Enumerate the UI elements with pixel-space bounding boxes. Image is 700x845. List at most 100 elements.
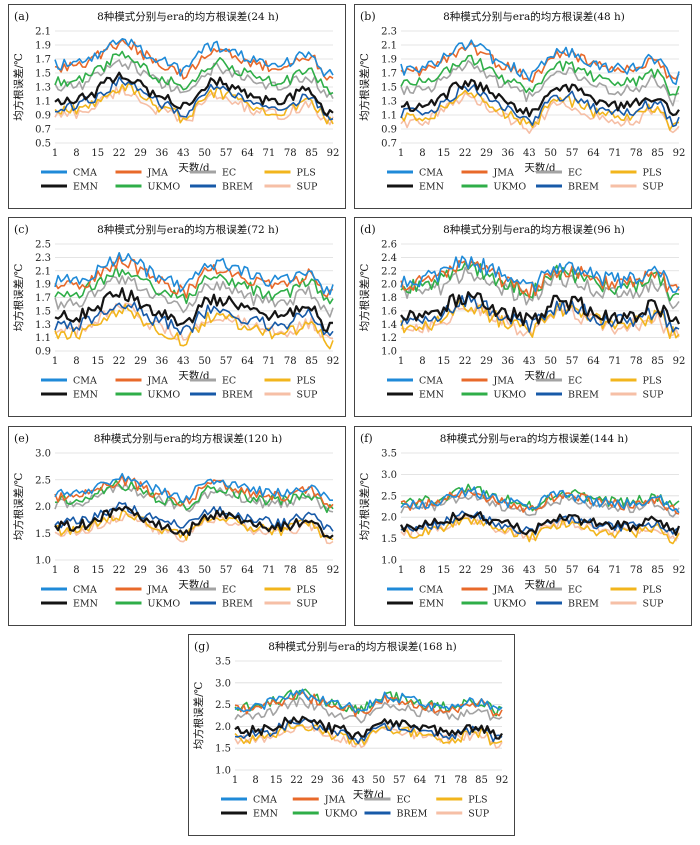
legend-label-brem: BREM: [222, 390, 253, 401]
legend-label-ukmo: UKMO: [325, 809, 358, 820]
x-tick-label: 71: [262, 565, 275, 576]
series-line-jma: [54, 474, 334, 509]
x-tick-label: 85: [651, 148, 664, 159]
y-tick-label: 1.6: [381, 306, 397, 317]
series-line-ec: [400, 59, 680, 107]
series-line-pls: [400, 517, 680, 545]
y-tick-label: 3.5: [381, 449, 397, 460]
series-line-ukmo: [400, 54, 680, 96]
legend-label-pls: PLS: [643, 585, 662, 596]
legend-label-cma: CMA: [73, 585, 97, 596]
legend-label-jma: JMA: [493, 168, 515, 179]
y-tick-label: 2.0: [215, 722, 231, 733]
legend-label-ec: EC: [222, 376, 236, 387]
panel-label: (g): [194, 640, 210, 653]
y-tick-label: 2.5: [35, 240, 51, 251]
x-tick-label: 50: [544, 148, 557, 159]
x-tick-label: 29: [134, 148, 147, 159]
x-tick-label: 29: [134, 356, 147, 367]
x-tick-label: 57: [566, 148, 579, 159]
y-tick-label: 1.5: [215, 744, 231, 755]
x-tick-label: 8: [419, 148, 425, 159]
x-tick-label: 71: [608, 356, 621, 367]
legend-label-cma: CMA: [419, 168, 443, 179]
x-tick-label: 43: [523, 148, 536, 159]
series-line-ec: [400, 266, 680, 310]
chart-svg: (b) 8种模式分别与era的均方根误差(48 h) 0.7 0.9 1.1 1.3 1.5…: [358, 10, 685, 193]
x-tick-label: 85: [651, 356, 664, 367]
chart-panel: (g) 8种模式分别与era的均方根误差(168 h) 1.0 1.5 2.0 2.5 3.…: [188, 634, 515, 836]
legend-label-ukmo: UKMO: [148, 599, 181, 610]
legend-label-pls: PLS: [297, 168, 316, 179]
chart-title: 8种模式分别与era的均方根误差(120 h): [94, 432, 283, 445]
legend-label-cma: CMA: [73, 168, 97, 179]
y-axis-label: 均方根误差/℃: [12, 472, 25, 540]
x-tick-label: 57: [566, 356, 579, 367]
x-tick-label: 92: [673, 356, 686, 367]
legend-label-pls: PLS: [468, 795, 487, 806]
series-line-ec: [234, 696, 503, 724]
y-tick-label: 2.3: [35, 253, 51, 264]
y-tick-label: 1.3: [381, 97, 397, 108]
legend-label-ukmo: UKMO: [494, 599, 527, 610]
y-tick-label: 0.7: [381, 139, 397, 150]
series-line-cma: [400, 255, 680, 293]
x-tick-label: 57: [220, 565, 233, 576]
legend-label-brem: BREM: [568, 182, 599, 193]
y-tick-label: 1.1: [35, 97, 51, 108]
legend-label-cma: CMA: [419, 585, 443, 596]
y-tick-label: 0.5: [35, 139, 51, 150]
y-tick-label: 2.6: [381, 240, 397, 251]
x-tick-label: 22: [459, 356, 472, 367]
x-tick-label: 78: [284, 356, 297, 367]
legend-label-jma: JMA: [324, 795, 346, 806]
y-axis-label: 均方根误差/℃: [12, 53, 25, 121]
legend-label-cma: CMA: [253, 795, 277, 806]
x-tick-label: 50: [544, 565, 557, 576]
y-tick-label: 1.4: [381, 320, 397, 331]
chart-svg: (e) 8种模式分别与era的均方根误差(120 h) 1.0 1.5 2.0 2.5 3.…: [12, 432, 339, 610]
y-tick-label: 2.1: [381, 41, 397, 52]
y-tick-label: 1.8: [381, 293, 397, 304]
series-line-emn: [400, 78, 680, 118]
series-line-jma: [54, 38, 334, 81]
x-tick-label: 15: [91, 565, 104, 576]
y-tick-label: 1.7: [381, 69, 397, 80]
y-axis-label: 均方根误差/℃: [12, 263, 25, 331]
series-line-pls: [234, 721, 503, 746]
x-tick-label: 85: [651, 565, 664, 576]
x-tick-label: 57: [220, 356, 233, 367]
y-tick-label: 3.0: [381, 470, 397, 481]
x-tick-label: 8: [73, 148, 79, 159]
chart-panel: (f) 8种模式分别与era的均方根误差(144 h) 1.0 1.5 2.0 2.5 3.…: [354, 426, 692, 626]
x-tick-label: 50: [198, 356, 211, 367]
series-line-jma: [54, 255, 334, 299]
series-line-emn: [54, 505, 334, 540]
y-tick-label: 3.0: [35, 449, 51, 460]
y-tick-label: 2.0: [381, 280, 397, 291]
x-tick-label: 22: [459, 565, 472, 576]
x-tick-label: 8: [73, 565, 79, 576]
series-line-cma: [54, 251, 334, 296]
x-tick-label: 64: [241, 148, 254, 159]
x-tick-label: 64: [413, 775, 426, 786]
legend-label-brem: BREM: [222, 182, 253, 193]
legend-label-brem: BREM: [222, 599, 253, 610]
x-tick-label: 1: [52, 565, 58, 576]
legend-label-pls: PLS: [297, 585, 316, 596]
legend-label-emn: EMN: [419, 599, 444, 610]
chart-title: 8种模式分别与era的均方根误差(96 h): [443, 223, 625, 236]
series-line-jma: [400, 488, 680, 515]
x-tick-label: 57: [220, 148, 233, 159]
series-line-jma: [234, 691, 503, 717]
legend-label-emn: EMN: [73, 599, 98, 610]
chart-title: 8种模式分别与era的均方根误差(72 h): [97, 223, 279, 236]
y-axis-label: 均方根误差/℃: [358, 263, 371, 331]
series-line-sup: [54, 85, 334, 126]
y-tick-label: 1.3: [35, 83, 51, 94]
x-tick-label: 64: [587, 356, 600, 367]
legend-label-ukmo: UKMO: [148, 390, 181, 401]
x-tick-label: 1: [52, 148, 58, 159]
legend-label-sup: SUP: [297, 599, 319, 610]
y-axis-label: 均方根误差/℃: [192, 681, 205, 749]
